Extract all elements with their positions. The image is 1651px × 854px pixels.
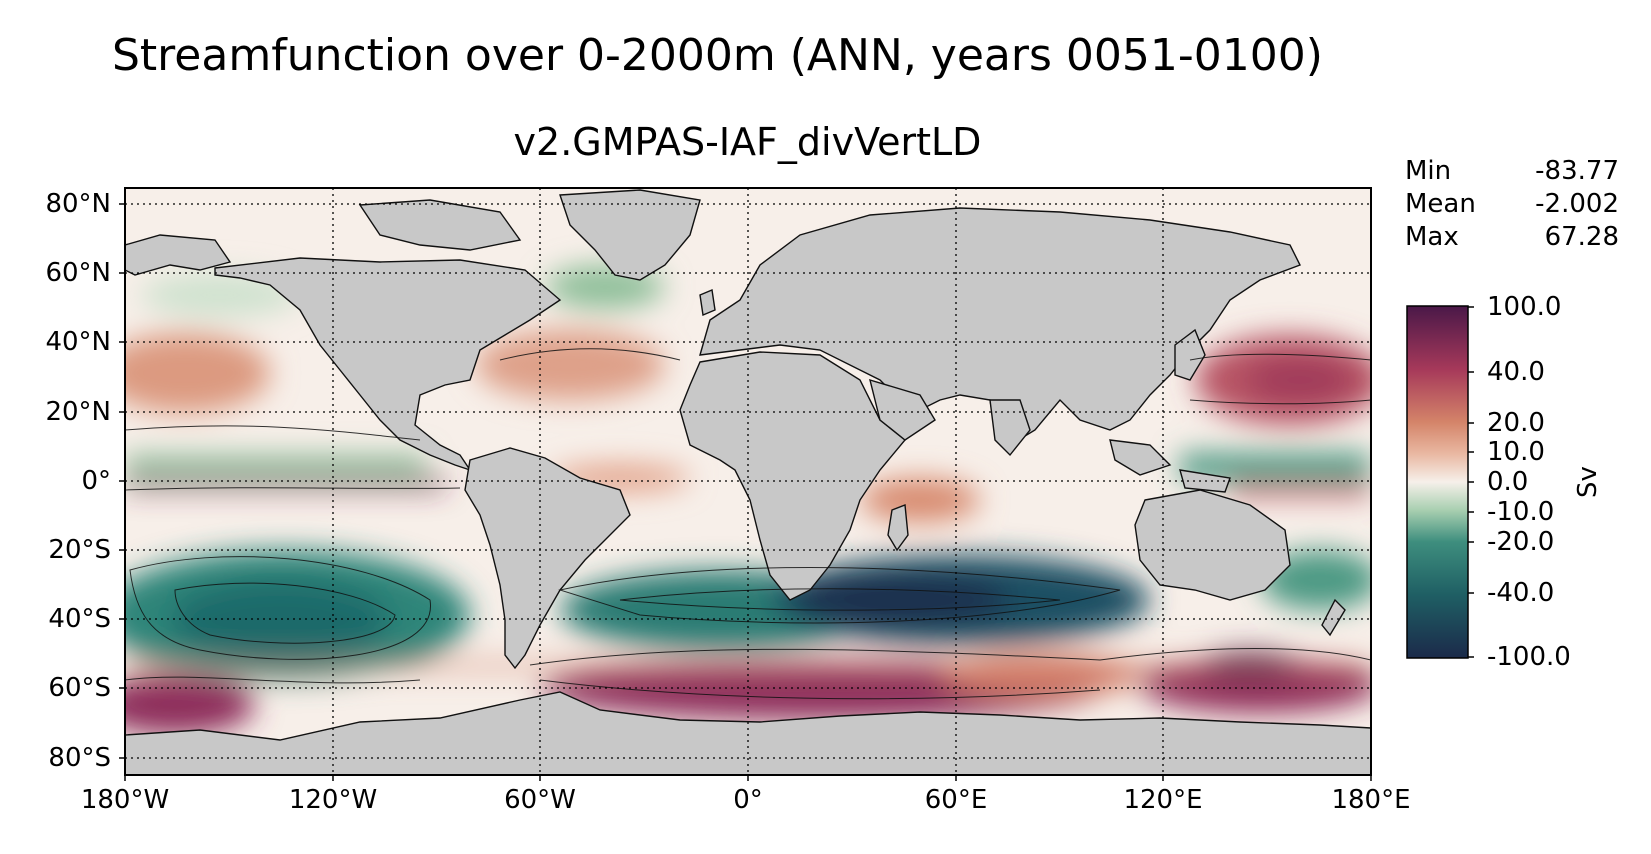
stat-mean-value: -2.002	[1535, 189, 1619, 219]
figure-title: Streamfunction over 0-2000m (ANN, years …	[112, 30, 1323, 81]
stat-min: Min -83.77	[1405, 155, 1619, 188]
lon-label-60w: 60°W	[504, 785, 576, 815]
stat-max-label: Max	[1405, 222, 1459, 252]
lat-label-0: 0°	[81, 466, 111, 496]
stat-min-value: -83.77	[1535, 156, 1619, 186]
stat-mean: Mean -2.002	[1405, 188, 1619, 221]
lon-label-180w: 180°W	[80, 785, 170, 815]
stat-mean-label: Mean	[1405, 189, 1476, 219]
land	[125, 189, 1371, 775]
lon-label-120w: 120°W	[288, 785, 378, 815]
colorbar-tick-label: 0.0	[1487, 467, 1529, 497]
lon-label-180e: 180°E	[1331, 785, 1411, 815]
colorbar	[1406, 305, 1469, 659]
colorbar-tick-label: -100.0	[1487, 642, 1571, 672]
map-field	[125, 188, 1371, 775]
colorbar-tick-label: 10.0	[1487, 437, 1545, 467]
stats-panel: Min -83.77 Mean -2.002 Max 67.28	[1405, 155, 1619, 254]
colorbar-tick-label: 40.0	[1487, 357, 1545, 387]
lat-label-80s: 80°S	[48, 743, 111, 773]
colorbar-tick-label: -40.0	[1487, 578, 1555, 608]
gridlines	[125, 188, 1371, 775]
lat-label-20n: 20°N	[45, 397, 111, 427]
colorbar-ticks	[1468, 306, 1474, 658]
colorbar-tick-label: -20.0	[1487, 527, 1555, 557]
colorbar-tick-label: 20.0	[1487, 408, 1545, 438]
lat-label-40s: 40°S	[48, 604, 111, 634]
lon-label-120e: 120°E	[1123, 785, 1203, 815]
colorbar-tick-label: -10.0	[1487, 497, 1555, 527]
lat-label-80n: 80°N	[45, 189, 111, 219]
colorbar-tick-label: 100.0	[1487, 292, 1562, 322]
map-subtitle: v2.GMPAS-IAF_divVertLD	[513, 120, 982, 164]
axis-ticks	[119, 203, 1372, 781]
lat-label-60s: 60°S	[48, 673, 111, 703]
lat-label-60n: 60°N	[45, 258, 111, 288]
contours	[125, 348, 1371, 700]
stat-max: Max 67.28	[1405, 221, 1619, 254]
lat-label-20s: 20°S	[48, 535, 111, 565]
stat-min-label: Min	[1405, 156, 1452, 186]
lat-label-40n: 40°N	[45, 327, 111, 357]
colorbar-units-label: Sv	[1573, 466, 1603, 498]
lon-label-60e: 60°E	[924, 785, 988, 815]
lon-label-0: 0°	[733, 785, 763, 815]
stat-max-value: 67.28	[1544, 222, 1619, 252]
